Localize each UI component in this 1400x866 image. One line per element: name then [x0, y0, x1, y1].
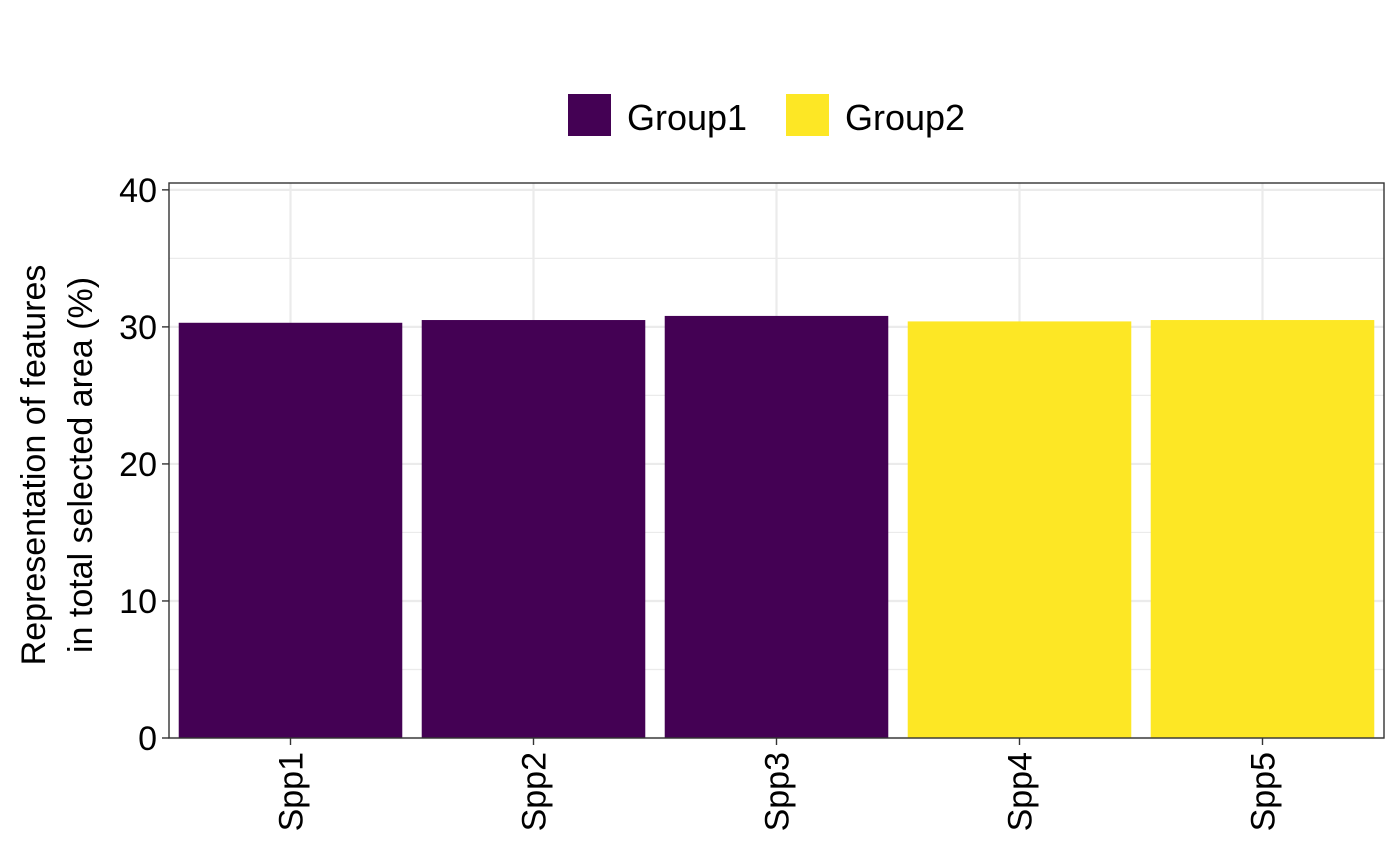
y-tick-label: 20 [119, 446, 157, 484]
y-tick-label: 30 [119, 309, 157, 347]
legend-label-group2: Group2 [845, 97, 965, 138]
bar-spp2 [421, 320, 646, 738]
y-tick-label: 40 [119, 172, 157, 210]
x-tick-label: Spp2 [516, 752, 554, 831]
y-axis-title-line2: in total selected area (%) [62, 277, 100, 653]
x-tick-label: Spp4 [1002, 752, 1040, 831]
axes: 0 10 20 30 40 Spp1 Spp2 Spp3 Spp4 Spp5 [119, 172, 1282, 832]
y-tick-label: 0 [138, 720, 157, 758]
bar-spp5 [1150, 320, 1375, 738]
legend-key-group2 [786, 94, 829, 136]
y-axis-title-line1: Representation of features [15, 265, 53, 666]
bar-spp1 [178, 322, 403, 738]
x-tick-label: Spp5 [1245, 752, 1283, 831]
bars [178, 315, 1375, 738]
bar-spp4 [907, 321, 1132, 738]
x-tick-label: Spp1 [273, 752, 311, 831]
y-tick-label: 10 [119, 583, 157, 621]
legend-label-group1: Group1 [627, 97, 747, 138]
bar-spp3 [664, 315, 889, 738]
legend-key-group1 [568, 94, 611, 136]
x-tick-label: Spp3 [759, 752, 797, 831]
legend: Group1 Group2 [568, 94, 965, 138]
